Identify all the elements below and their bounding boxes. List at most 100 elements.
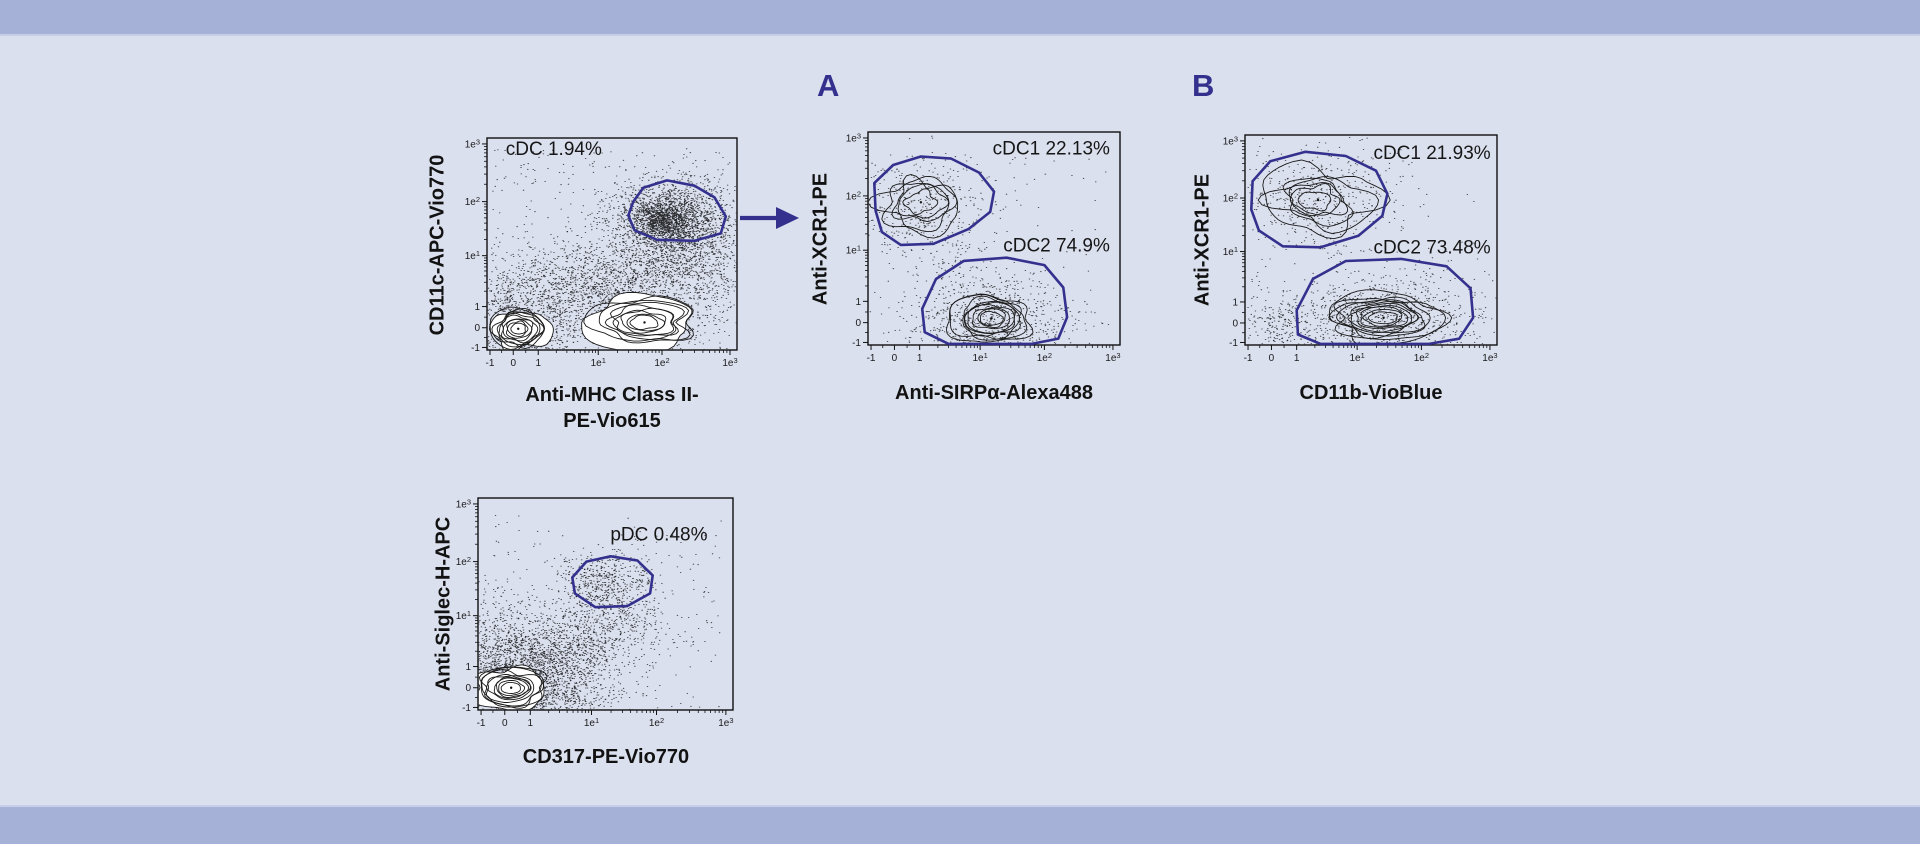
contour-ring [1355,305,1413,330]
x-axis-title-cd317: CD317-PE-Vio770 [522,746,690,768]
tick-label: 1e2 [1223,192,1238,205]
contour-ring [1282,177,1355,227]
x-axis-title-mhc-line1: Anti-MHC Class II- [525,384,699,406]
contour-ring [945,293,1034,343]
contour-ring [1289,183,1341,216]
tick-label: 1e2 [846,189,861,202]
contour-ring [902,188,939,216]
tick-label: 0 [1269,353,1275,364]
tick-label: 1e1 [972,351,987,364]
tick-label: 1e2 [649,716,664,729]
plot-area [1247,137,1497,345]
tick-label: 0 [892,353,898,364]
tick-label: 1e3 [465,137,480,150]
tick-label: 1e3 [1223,134,1238,147]
tick-label: 1e3 [456,497,471,510]
contour-ring [507,320,529,337]
contour-ring [949,293,1028,340]
plot-frame [486,137,738,351]
tick-label: 1e1 [1349,351,1364,364]
tick-label: 1e2 [456,555,471,568]
tick-label: 1e1 [1223,245,1238,258]
tick-label: 1e3 [1482,351,1497,364]
gate-cdc1 [1250,150,1389,249]
tick-label: 0 [855,318,861,329]
contour-ring [1360,306,1409,328]
bottom-band [0,805,1920,844]
contour-ring [486,673,532,701]
contour-ring [868,175,959,239]
contour-ring [629,314,659,331]
x-axis-title-mhc: Anti-MHC Class II- PE-Vio615 [442,382,782,434]
flow-plot-cdc1-cdc2-sirpa: -1 -1 0 0 1 1 1e1 1e1 1e2 1e2 1e3 1e3 cDC1 22.13% cDC… [846,131,1121,364]
contour-ring [1257,176,1380,234]
gate-label-cdc1: cDC1 21.93% [1373,143,1490,164]
tick-label: 1 [917,353,923,364]
tick-label: 1e1 [584,716,599,729]
contour-peak-dot [509,686,513,689]
contour-ring [972,307,1010,330]
tick-label: 1e2 [465,195,480,208]
tick-label: 1e3 [846,131,861,144]
tick-label: 1 [465,662,471,673]
panel-letter-a: A [817,68,840,103]
tick-label: 1e2 [654,356,669,369]
tick-label: 1e1 [456,609,471,622]
x-axis-title-cd11b: CD11b-VioBlue [1299,382,1443,404]
contour-peak-dot [1382,316,1385,319]
gate-label-cdc1: cDC1 22.13% [993,138,1110,159]
contour-ring [620,309,667,334]
flow-plot-pdc-gating: -1 -1 0 0 1 1 1e1 1e1 1e2 1e2 1e3 1e3 pDC 0.48% [456,497,734,729]
scatter-dots [487,148,737,350]
contour-ring [502,318,534,342]
tick-label: -1 [1244,353,1253,364]
tick-label: 1 [474,302,480,313]
tick-label: 1e3 [1105,351,1120,364]
gate-cdc2 [920,256,1069,346]
contour-ring [897,183,950,219]
plot-area [868,135,1110,345]
plot-area [478,515,722,710]
tick-label: 1 [855,297,861,308]
x-axis-title-sirpa: Anti-SIRPα-Alexa488 [895,382,1093,404]
contour-ring [1347,302,1420,334]
contour-ring [1362,308,1403,327]
contour-peak-dot [919,201,923,204]
contour-ring [881,182,950,233]
top-band [0,0,1920,36]
contour-ring [612,307,675,336]
x-axis-title-mhc-line2: PE-Vio615 [563,410,661,432]
tick-label: 1e1 [846,244,861,257]
contour-ring [1329,289,1453,345]
contour-peak-dot [643,321,646,324]
flow-plot-cdc1-cdc2-cd11b: -1 -1 0 0 1 1 1e1 1e1 1e2 1e2 1e3 1e3 cDC1 21.93% cDC… [1223,134,1498,364]
contour-ring [583,295,694,342]
contour-peak-dot [990,317,993,320]
tick-label: -1 [867,353,876,364]
flow-plot-cdc-gating: -1 -1 0 0 1 1 1e1 1e1 1e2 1e2 1e3 1e3 cDC 1.94% [465,137,738,369]
contour-ring [1262,159,1391,240]
plot-area [487,148,737,350]
contour-peak-dot [1316,198,1320,202]
gate-cdc1 [873,155,996,247]
gate-label-cdc: cDC 1.94% [506,139,602,160]
tick-label: -1 [852,338,861,349]
contour-ring [891,174,958,222]
gate-pdc [571,555,654,609]
contour-ring [489,306,546,350]
gate-label-cdc2: cDC2 74.9% [1003,235,1110,256]
tick-label: 0 [1232,318,1238,329]
contour-ring [967,303,1015,334]
tick-label: 1e2 [1414,351,1429,364]
tick-label: 1 [527,718,533,729]
tick-label: -1 [486,358,495,369]
gating-arrow-icon [740,207,799,229]
contour-ring [1297,191,1332,212]
tick-label: 0 [465,683,471,694]
contour-ring [1350,300,1419,334]
contour-ring [491,308,545,349]
contour-ring [510,322,526,335]
contour-ring [626,313,666,332]
gate-cdc2 [1295,257,1475,346]
tick-label: 1 [1294,353,1300,364]
